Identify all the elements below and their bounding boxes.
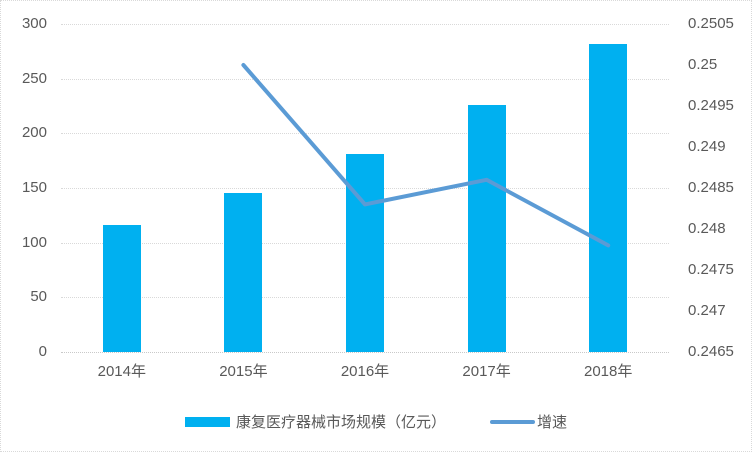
legend-item-bar: 康复医疗器械市场规模（亿元） [184, 411, 446, 432]
bar-2014年 [102, 225, 141, 352]
legend-item-line: 增速 [490, 411, 567, 432]
x-axis-line [61, 352, 669, 353]
bar-2018年 [589, 43, 628, 352]
y-right-tick-label: 0.2485 [688, 179, 734, 196]
y-left-tick-label: 100 [21, 233, 47, 251]
growth-rate-line [241, 63, 611, 248]
y-left-tick-label: 150 [21, 179, 47, 196]
bar-swatch-icon [184, 416, 230, 427]
gridline [61, 78, 669, 80]
legend-line-label: 增速 [537, 414, 568, 431]
x-tick-label: 2017年 [462, 363, 511, 380]
gridline [61, 133, 669, 135]
legend-bar-label: 康复医疗器械市场规模（亿元） [235, 414, 446, 431]
y-right-tick-label: 0.2465 [688, 343, 734, 360]
x-tick-label: 2016年 [340, 363, 390, 380]
y-right-tick-label: 0.249 [688, 138, 726, 155]
line-swatch-icon [490, 419, 535, 424]
y-right-tick-label: 0.248 [688, 220, 726, 237]
x-tick-label: 2018年 [584, 363, 633, 380]
x-tick-label: 2014年 [97, 363, 146, 380]
y-right-tick-label: 0.2475 [688, 261, 734, 278]
y-left-tick-label: 250 [21, 69, 47, 87]
y-left-tick-label: 300 [21, 15, 47, 32]
y-right-tick-label: 0.2505 [688, 15, 734, 32]
legend: 康复医疗器械市场规模（亿元） 增速 [1, 411, 751, 432]
x-tick-label: 2015年 [219, 363, 268, 380]
bar-2015年 [224, 193, 263, 352]
y-left-tick-label: 200 [21, 124, 47, 142]
y-left-tick-label: 50 [30, 288, 47, 306]
bar-2016年 [346, 154, 384, 352]
gridline [61, 24, 669, 25]
y-right-tick-label: 0.2495 [688, 97, 734, 114]
y-right-tick-label: 0.25 [688, 56, 718, 73]
bar-2017年 [467, 104, 506, 352]
y-right-tick-label: 0.247 [688, 302, 726, 319]
y-left-tick-label: 0 [38, 343, 47, 360]
